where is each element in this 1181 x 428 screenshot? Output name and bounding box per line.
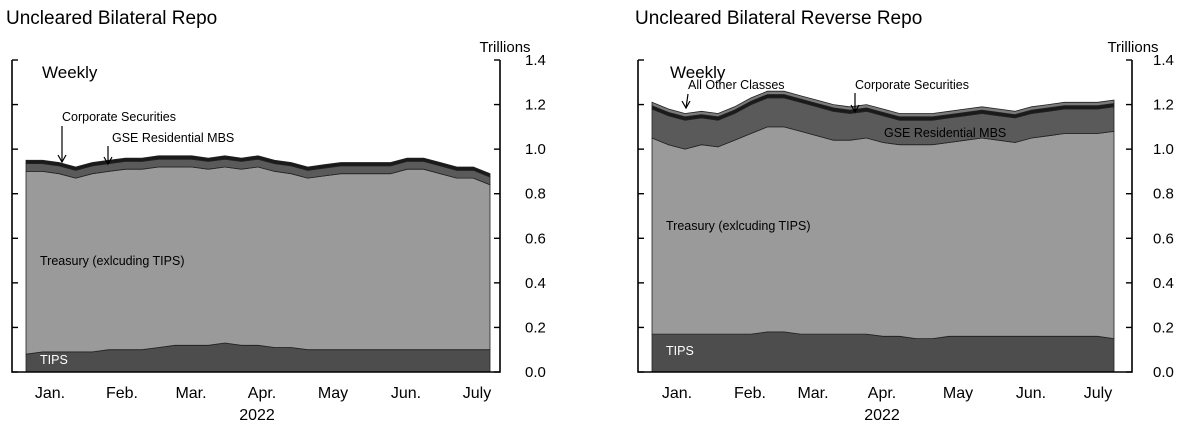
x-tick-label: May [943,385,973,402]
x-tick-label: Mar. [797,385,828,402]
y-tick-label: 0.4 [1153,275,1174,292]
x-tick-label: Feb. [106,385,138,402]
frequency-label: Weekly [670,63,726,82]
y-tick-label: 0.8 [525,186,546,203]
series-label-treasury-exlcuding-tips: Treasury (exlcuding TIPS) [40,254,185,268]
y-tick-label: 1.0 [525,141,546,158]
y-tick-label: 0.2 [1153,319,1174,336]
y-tick-label: 1.0 [1153,141,1174,158]
y-tick-label: 1.2 [525,97,546,114]
x-tick-label: Mar. [175,385,206,402]
callout-arrowhead-corporate-securities [57,154,67,164]
y-tick-label: 1.4 [525,52,546,69]
series-label-gse-residential-mbs: GSE Residential MBS [112,131,234,145]
x-tick-label: Apr. [248,385,276,402]
axes-frame [637,60,1133,373]
callout-arrow-all-other-classes [685,93,689,109]
y-tick-label: 1.4 [1153,52,1174,69]
series-label-treasury-exlcuding-tips: Treasury (exlcuding TIPS) [666,219,811,233]
y-tick-label: 0.2 [525,319,546,336]
callout-arrowhead-corporate-securities [850,104,860,114]
x-tick-label: Jun. [391,385,421,402]
area-series-all-other-classes [651,90,1115,118]
x-tick-label: Jan. [662,385,692,402]
x-tick-label: Jan. [35,385,65,402]
x-tick-label: Feb. [734,385,766,402]
chart-title: Uncleared Bilateral Reverse Repo [635,8,923,29]
area-series-tips [651,331,1115,373]
chart-panel-reverse-repo: Uncleared Bilateral Reverse Repo 0.0 0.2 0… [580,0,1181,428]
series-label-tips: TIPS [40,353,68,367]
frequency-label: Weekly [42,63,98,82]
y-axis-unit-label: Trillions [1107,39,1158,56]
y-tick-label: 0.6 [525,230,546,247]
x-tick-label: May [318,385,348,402]
y-tick-label: 0.8 [1153,186,1174,203]
callout-arrowhead-all-other-classes [681,100,691,110]
stacked-area-chart-reverse-repo: 0.0 0.2 0.4 0.6 0.8 1.0 1.2 1.4 Jan. Feb. Mar. Apr.… [637,39,1174,424]
x-tick-label: July [463,385,491,402]
series-label-corporate-securities: Corporate Securities [855,78,969,92]
y-axis-unit-label: Trillions [479,39,530,56]
y-tick-label: 0.0 [1153,364,1174,381]
x-axis-year-label: 2022 [239,407,275,424]
series-label-tips: TIPS [666,344,694,358]
y-tick-label: 1.2 [1153,97,1174,114]
y-tick-label: 0.4 [525,275,546,292]
chart-title: Uncleared Bilateral Repo [6,8,218,29]
chart-panel-repo: Uncleared Bilateral Repo 0.0 0.2 0.4 0.6 0.8… [0,0,580,428]
callout-arrowhead-gse-residential-mbs [103,156,113,166]
y-tick-label: 0.6 [1153,230,1174,247]
x-tick-label: July [1084,385,1112,402]
x-tick-label: Jun. [1016,385,1046,402]
series-label-corporate-securities: Corporate Securities [62,110,176,124]
axes-frame [11,60,501,373]
stacked-area-chart-repo: 0.0 0.2 0.4 0.6 0.8 1.0 1.2 1.4 Jan. Feb. Mar. Apr.… [11,39,546,424]
y-tick-label: 0.0 [525,364,546,381]
x-tick-label: Apr. [868,385,896,402]
area-series-corporate-securities [25,155,491,178]
x-axis-year-label: 2022 [864,407,900,424]
series-label-gse-residential-mbs: GSE Residential MBS [884,126,1006,140]
series-label-all-other-classes: All Other Classes [688,78,785,92]
